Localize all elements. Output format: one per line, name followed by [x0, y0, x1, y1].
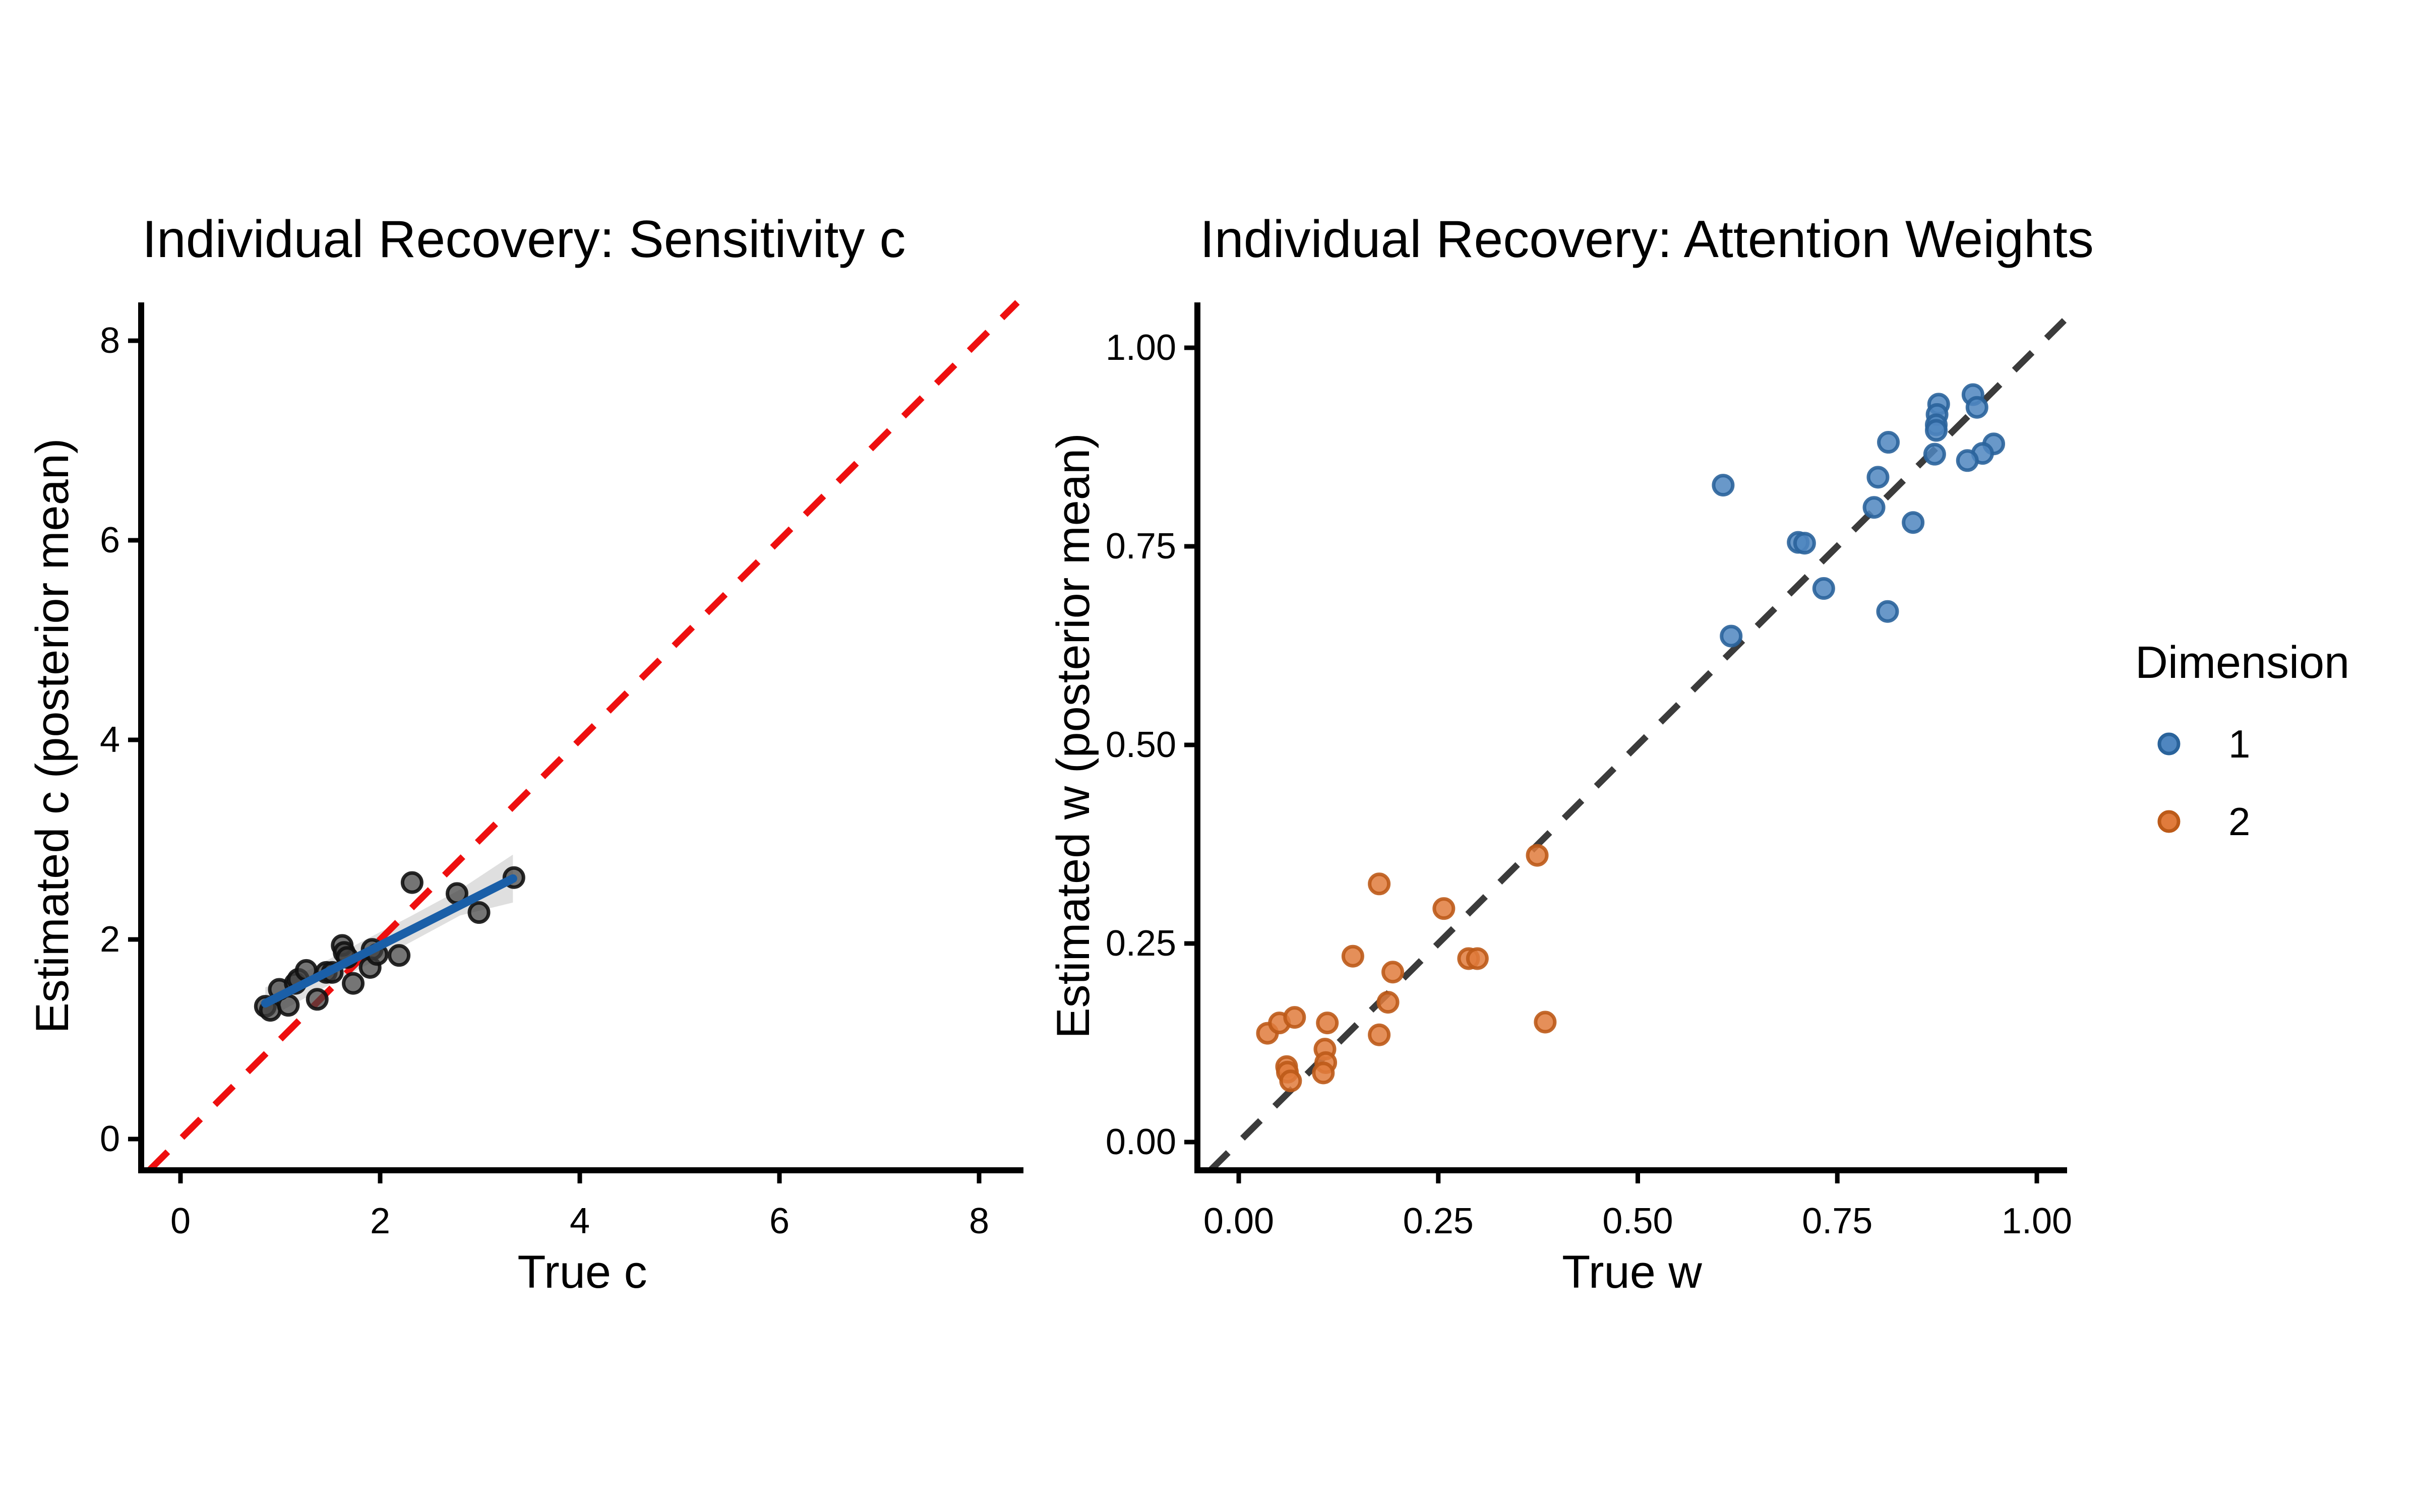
legend-dot-dimension-1: [2157, 732, 2181, 755]
data-point: [1279, 1069, 1302, 1093]
data-point: [388, 944, 411, 967]
right-axes: 0.00 0.25 0.50 0.75 1.00 0.00 0.25 0.50 0.75 1.00: [1106, 302, 2072, 1241]
x-tick-label: 0.75: [1802, 1201, 1872, 1241]
y-tick-label: 0: [100, 1119, 120, 1159]
data-point: [1877, 431, 1900, 454]
data-point: [1720, 624, 1743, 648]
data-point: [1341, 944, 1364, 968]
x-tick-label: 6: [769, 1201, 790, 1241]
data-point: [1534, 1011, 1557, 1034]
y-tick-label: 2: [100, 919, 120, 960]
data-point: [467, 901, 491, 924]
data-point: [1876, 600, 1899, 623]
legend-title: Dimension: [2135, 638, 2349, 688]
data-point: [1965, 396, 1988, 419]
x-tick-label: 0: [170, 1201, 191, 1241]
data-point: [1376, 991, 1400, 1014]
data-point: [342, 972, 365, 995]
data-point: [1368, 1023, 1391, 1046]
right-x-axis-label: True w: [1562, 1246, 1702, 1298]
data-point: [1368, 872, 1391, 896]
identity-line: [1208, 315, 2070, 1173]
regression-line: [261, 874, 517, 1008]
y-tick-label: 0.00: [1106, 1122, 1176, 1162]
data-point: [306, 988, 329, 1011]
legend-dot-dimension-2: [2157, 810, 2181, 833]
left-x-axis-label: True c: [517, 1246, 647, 1298]
x-tick-label: 8: [969, 1201, 989, 1241]
y-tick-label: 0.50: [1106, 725, 1176, 765]
right-scatter-points: [1256, 383, 2006, 1093]
data-point: [400, 871, 424, 894]
y-tick-label: 8: [100, 321, 120, 361]
y-tick-label: 0.75: [1106, 526, 1176, 566]
right-plot-title: Individual Recovery: Attention Weights: [1200, 210, 2094, 269]
data-point: [1432, 897, 1456, 920]
data-point: [1381, 961, 1405, 984]
left-plot: Individual Recovery: Sensitivity c 0 2 4 6 8…: [27, 210, 1023, 1298]
y-tick-label: 4: [100, 720, 120, 760]
data-point: [1866, 466, 1890, 489]
x-tick-label: 0.50: [1602, 1201, 1673, 1241]
data-point: [1862, 496, 1886, 519]
right-y-axis-label: Estimated w (posterior mean): [1048, 433, 1099, 1039]
data-point: [1793, 532, 1816, 555]
left-plot-title: Individual Recovery: Sensitivity c: [142, 210, 905, 269]
identity-line-dark: [1208, 315, 2070, 1173]
x-tick-label: 4: [570, 1201, 590, 1241]
legend-label-dimension-2: 2: [2228, 799, 2250, 844]
data-point: [1956, 449, 1979, 472]
data-point: [1466, 947, 1489, 970]
data-point: [1283, 1006, 1306, 1029]
data-point: [1923, 443, 1946, 466]
y-tick-label: 1.00: [1106, 328, 1176, 368]
data-point: [1812, 577, 1835, 600]
data-point: [1902, 511, 1925, 534]
identity-line-red: [147, 300, 1020, 1173]
y-tick-label: 6: [100, 520, 120, 560]
data-point: [1526, 844, 1549, 867]
left-y-axis-label: Estimated c (posterior mean): [27, 438, 78, 1033]
x-tick-label: 0.25: [1403, 1201, 1474, 1241]
x-tick-label: 0.00: [1203, 1201, 1274, 1241]
legend-label-dimension-1: 1: [2228, 722, 2250, 766]
y-tick-label: 0.25: [1106, 923, 1176, 964]
data-point: [1312, 1061, 1335, 1085]
left-axes: 0 2 4 6 8 0 2 4 6 8: [100, 302, 1023, 1241]
data-point: [1712, 474, 1735, 497]
data-point: [1925, 419, 1948, 442]
legend: Dimension 1 2: [2135, 638, 2349, 844]
regression-line-segment: [261, 874, 517, 1008]
x-tick-label: 1.00: [2002, 1201, 2072, 1241]
right-plot: Individual Recovery: Attention Weights 0…: [1048, 210, 2094, 1298]
identity-line: [147, 300, 1020, 1173]
data-point: [1316, 1012, 1339, 1035]
x-tick-label: 2: [370, 1201, 390, 1241]
